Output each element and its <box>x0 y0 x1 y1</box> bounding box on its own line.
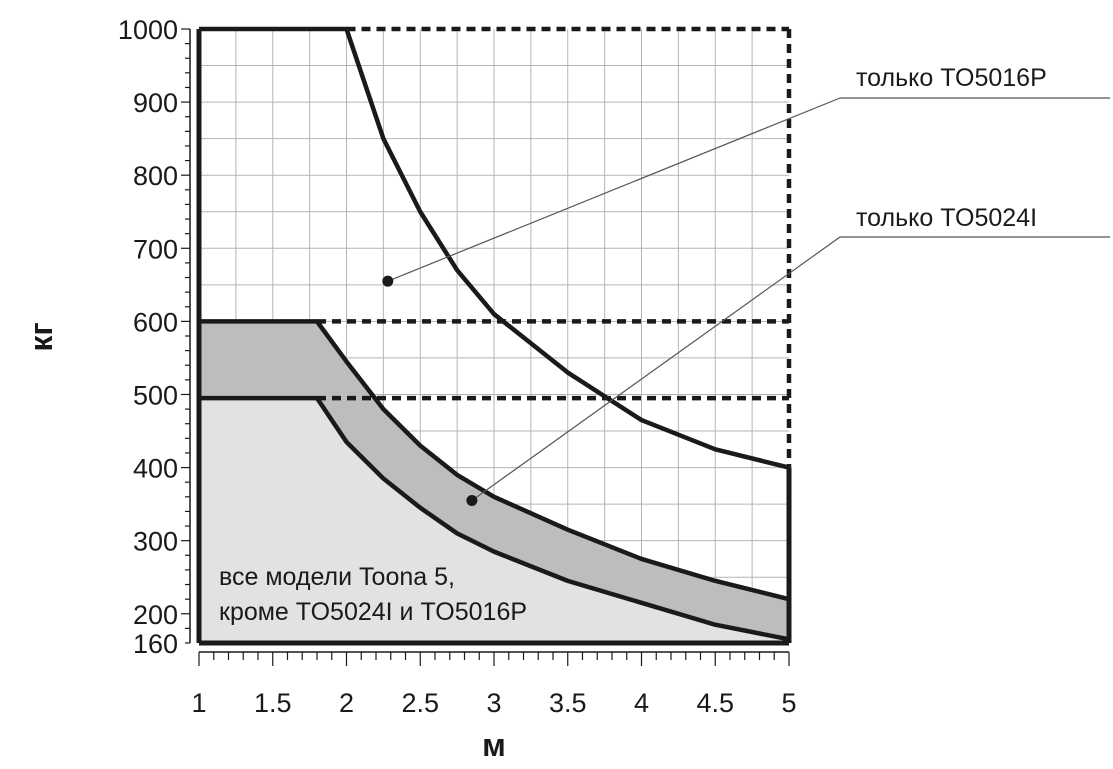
y-axis-title: кг <box>23 322 59 351</box>
region-label-line-2: кроме TO5024I и TO5016P <box>219 598 527 626</box>
x-tick-label: 3 <box>486 688 501 718</box>
y-tick-label: 600 <box>133 307 178 337</box>
region-all-models <box>199 398 789 643</box>
dashed-limits <box>317 26 792 468</box>
x-tick-label: 4 <box>634 688 649 718</box>
y-tick-label: 1000 <box>118 15 178 45</box>
axes <box>181 28 792 666</box>
region-label-line-1: все модели Toona 5, <box>219 563 455 591</box>
series-lines <box>199 26 790 642</box>
y-tick-label: 300 <box>133 527 178 557</box>
x-tick-label: 2.5 <box>401 688 439 718</box>
x-tick-label: 4.5 <box>696 688 734 718</box>
y-tick-label: 400 <box>133 454 178 484</box>
y-tick-label: 800 <box>133 161 178 191</box>
curve-to5024i <box>199 319 790 602</box>
x-tick-label: 1 <box>191 688 206 718</box>
callout-label-to5024i: только TO5024I <box>856 204 1037 232</box>
y-tick-label: 900 <box>133 88 178 118</box>
x-tick-label: 1.5 <box>254 688 292 718</box>
callout-leader <box>471 236 841 501</box>
x-tick-label: 3.5 <box>549 688 587 718</box>
x-tick-label: 5 <box>781 688 796 718</box>
annotations <box>382 97 1110 506</box>
y-tick-label: 200 <box>133 600 178 630</box>
callout-leader <box>387 97 841 282</box>
callout-label-to5016p: только TO5016P <box>856 64 1047 92</box>
callout-dot <box>382 275 394 287</box>
y-tick-label: 700 <box>133 234 178 264</box>
x-axis-title: м <box>482 727 506 763</box>
curve-all-models <box>199 395 790 642</box>
x-tick-label: 2 <box>339 688 354 718</box>
callout-dot <box>466 494 478 506</box>
curve-to5016p <box>199 26 790 470</box>
y-tick-label: 500 <box>133 380 178 410</box>
y-tick-label: 160 <box>133 629 178 659</box>
